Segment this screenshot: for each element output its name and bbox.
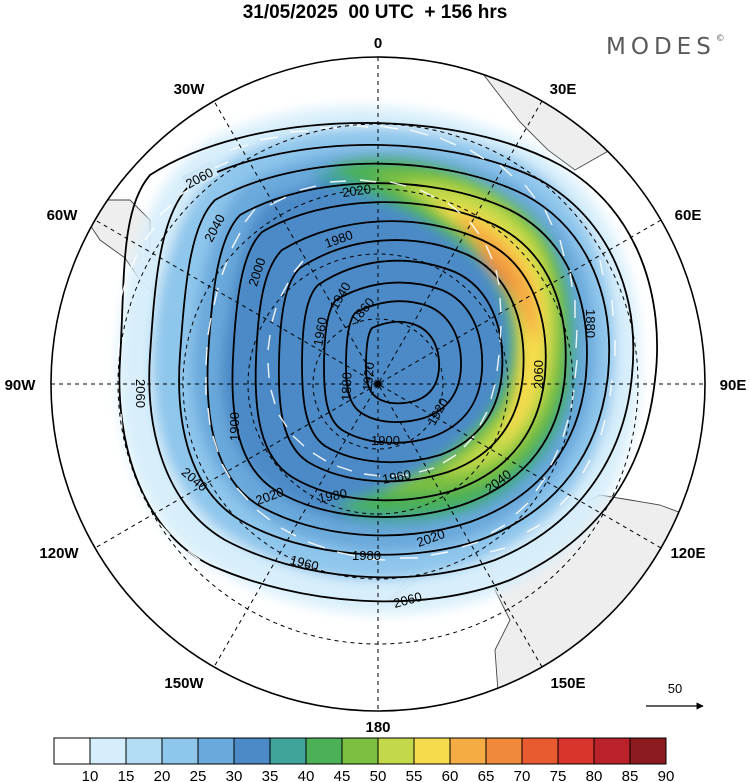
contour-label: 1900 [227, 412, 242, 441]
brand-logo: MODES© [606, 34, 725, 60]
wind-reference-label: 50 [668, 681, 682, 696]
longitude-label: 90W [5, 377, 37, 394]
colorbar-swatch [593, 737, 631, 765]
colorbar-tick-label: 20 [154, 768, 171, 782]
contour-label: 1900 [371, 433, 400, 448]
wind-vector [205, 124, 578, 561]
colorbar-tick-label: 80 [586, 768, 603, 782]
colorbar-tick-label: 15 [118, 768, 135, 782]
contour-label: 1880 [338, 372, 354, 401]
colorbar-swatch [557, 737, 595, 765]
longitude-label: 120E [670, 545, 705, 562]
longitude-label: 30E [550, 81, 577, 98]
longitude-label: 150E [550, 675, 585, 692]
colorbar-tick-label: 25 [190, 768, 207, 782]
contour-label: 2060 [392, 589, 424, 611]
contour-label: 1980 [352, 548, 381, 563]
colorbar-tick-label: 40 [298, 768, 315, 782]
colorbar: 10 15 20 25 30 35 40 45 50 55 60 65 70 75 80 85 90 [53, 737, 675, 782]
longitude-label: 60E [675, 207, 702, 224]
contour-line [148, 144, 635, 579]
contour-label: 2060 [133, 379, 148, 408]
longitude-label: 120W [39, 545, 79, 562]
map-boundary [50, 56, 706, 712]
contour-label: 1960 [381, 467, 412, 487]
longitude-labels: 0 30E 60E 90E 120E 150E 180 150W 120W 90… [5, 35, 747, 736]
longitude-label: 180 [365, 719, 390, 736]
longitude-label: 90E [720, 377, 747, 394]
colorbar-swatch [161, 737, 199, 765]
wind-vectors [117, 124, 616, 581]
longitude-label: 0 [374, 35, 382, 52]
contour-label: 1920 [360, 362, 377, 392]
contour-line [118, 122, 658, 603]
map-title: 31/05/2025 00 UTC + 156 hrs [242, 2, 508, 23]
wind-vector [267, 179, 502, 477]
contour-line [345, 300, 462, 423]
colorbar-swatch [197, 737, 235, 765]
contour-line [365, 320, 440, 405]
colorbar-swatch [89, 737, 127, 765]
colorbar-tick-label: 45 [334, 768, 351, 782]
contour-label: 2020 [341, 181, 372, 200]
contour-line [323, 281, 484, 444]
colorbar-swatch [269, 737, 307, 765]
contour-label: 2060 [531, 360, 546, 389]
contour-line [277, 239, 525, 483]
colorbar-tick-label: 90 [658, 768, 675, 782]
south-pole-marker [374, 380, 382, 388]
wind-vector [117, 186, 616, 581]
colorbar-tick-label: 85 [622, 768, 639, 782]
colorbar-tick-label: 30 [226, 768, 243, 782]
longitude-label: 150W [164, 675, 204, 692]
colorbar-swatch [377, 737, 415, 765]
colorbar-tick-label: 60 [442, 768, 459, 782]
longitude-label: 60W [47, 207, 79, 224]
colorbar-swatch [629, 737, 667, 765]
colorbar-swatch [53, 737, 91, 765]
colorbar-swatch [485, 737, 523, 765]
colorbar-tick-label: 50 [370, 768, 387, 782]
colorbar-swatch [413, 737, 451, 765]
colorbar-tick-label: 70 [514, 768, 531, 782]
colorbar-swatch [233, 737, 271, 765]
colorbar-tick-label: 65 [478, 768, 495, 782]
colorbar-tick-label: 55 [406, 768, 423, 782]
contour-line [301, 259, 504, 464]
map-disk: 2060 2040 2020 2000 1980 1960 1940 1920 … [51, 57, 705, 711]
colorbar-swatch [305, 737, 343, 765]
contour-label: 1980 [317, 486, 348, 506]
colorbar-swatch [521, 737, 559, 765]
colorbar-swatch [341, 737, 379, 765]
graticule [51, 57, 705, 711]
colorbar-tick-label: 35 [262, 768, 279, 782]
wind-reference: 50 [646, 681, 704, 710]
longitude-label: 30W [174, 81, 206, 98]
colorbar-tick-label: 10 [82, 768, 99, 782]
colorbar-tick-label: 75 [550, 768, 567, 782]
contour-line [206, 182, 588, 537]
colorbar-swatch [125, 737, 163, 765]
colorbar-swatch [449, 737, 487, 765]
contour-label: 1880 [583, 309, 598, 338]
contour-label: 1960 [310, 316, 330, 347]
contour-label: 1960 [288, 552, 320, 574]
contour-line [254, 220, 547, 502]
